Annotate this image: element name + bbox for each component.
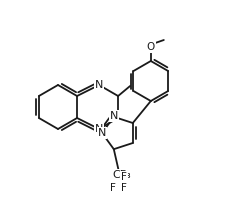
Text: N: N — [95, 124, 103, 134]
Text: F: F — [110, 183, 116, 193]
Text: F: F — [121, 172, 127, 182]
Text: CF₃: CF₃ — [112, 170, 131, 180]
Text: N: N — [95, 80, 103, 90]
Text: O: O — [147, 42, 155, 52]
Text: F: F — [121, 183, 127, 193]
Text: N: N — [98, 128, 106, 138]
Text: N: N — [110, 111, 118, 121]
